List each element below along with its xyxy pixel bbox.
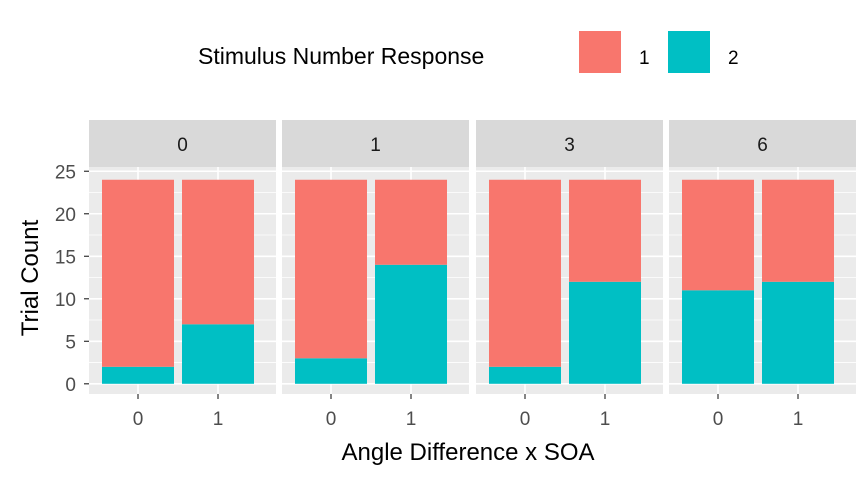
y-tick-label: 10 bbox=[55, 290, 76, 311]
bar-segment-series-2 bbox=[489, 366, 561, 384]
facet-strip bbox=[89, 120, 276, 167]
bar-segment-series-1 bbox=[295, 179, 367, 359]
facet-strip bbox=[669, 120, 856, 167]
x-tick-label: 1 bbox=[793, 409, 804, 430]
bar-segment-series-2 bbox=[102, 366, 174, 384]
bar-segment-series-1 bbox=[489, 179, 561, 367]
y-tick-label: 25 bbox=[55, 162, 76, 183]
x-tick-label: 0 bbox=[133, 409, 144, 430]
y-tick-label: 15 bbox=[55, 247, 76, 268]
bar-segment-series-2 bbox=[682, 290, 754, 384]
bar-segment-series-1 bbox=[569, 179, 641, 282]
bar-segment-series-1 bbox=[375, 179, 447, 265]
x-tick-label: 0 bbox=[713, 409, 724, 430]
legend-label-2: 2 bbox=[728, 48, 739, 69]
y-tick-label: 5 bbox=[65, 332, 76, 353]
x-tick-label: 1 bbox=[600, 409, 611, 430]
bar-segment-series-2 bbox=[762, 281, 834, 384]
facet-strip-label: 6 bbox=[757, 135, 768, 156]
legend-label-1: 1 bbox=[639, 48, 650, 69]
legend-key-2 bbox=[668, 31, 710, 73]
bar-segment-series-1 bbox=[102, 179, 174, 367]
bar-segment-series-2 bbox=[295, 358, 367, 384]
facet-strip-label: 1 bbox=[370, 135, 381, 156]
facet-panel-6: 6 0 1 bbox=[669, 120, 856, 430]
bar-segment-series-1 bbox=[762, 179, 834, 282]
bar-segment-series-1 bbox=[682, 179, 754, 291]
y-axis-label: Trial Count bbox=[17, 219, 44, 336]
facet-strip-label: 0 bbox=[177, 135, 188, 156]
legend-key-1 bbox=[579, 31, 621, 73]
bar-segment-series-1 bbox=[182, 179, 254, 325]
bar-segment-series-2 bbox=[375, 264, 447, 384]
y-axis: 0 5 10 15 20 25 bbox=[55, 162, 89, 396]
x-tick-label: 1 bbox=[406, 409, 417, 430]
facet-panel-1: 1 0 1 bbox=[282, 120, 469, 430]
legend-title: Stimulus Number Response bbox=[198, 43, 484, 69]
facet-strip-label: 3 bbox=[564, 135, 575, 156]
x-tick-label: 1 bbox=[213, 409, 224, 430]
facet-panels: 0 0 1 1 0 1 3 0 1 6 0 1 bbox=[89, 120, 856, 430]
facet-strip bbox=[476, 120, 663, 167]
x-tick-label: 0 bbox=[520, 409, 531, 430]
legend: Stimulus Number Response 1 2 bbox=[198, 31, 739, 73]
facet-strip bbox=[282, 120, 469, 167]
bar-segment-series-2 bbox=[569, 281, 641, 384]
y-tick-label: 20 bbox=[55, 205, 76, 226]
facet-panel-3: 3 0 1 bbox=[476, 120, 663, 430]
facet-panel-0: 0 0 1 bbox=[89, 120, 276, 430]
x-axis-label: Angle Difference x SOA bbox=[341, 439, 594, 466]
y-tick-label: 0 bbox=[65, 375, 76, 396]
x-tick-label: 0 bbox=[326, 409, 337, 430]
bar-segment-series-2 bbox=[182, 324, 254, 384]
